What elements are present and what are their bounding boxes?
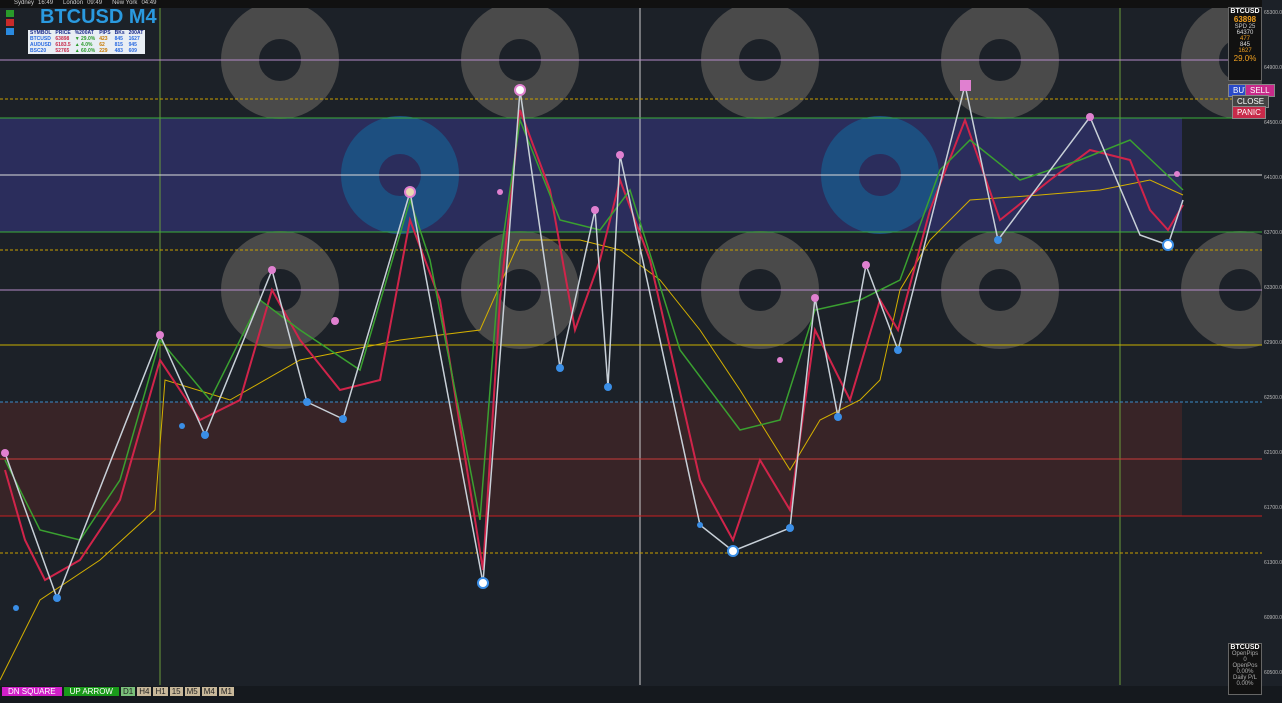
price: 63898 bbox=[1233, 15, 1257, 24]
price-axis-label: 64100.00 bbox=[1264, 175, 1282, 181]
timeframe-button[interactable]: H1 bbox=[153, 687, 168, 696]
cell: AUDUSD bbox=[30, 42, 52, 48]
icon[interactable] bbox=[6, 10, 14, 17]
cell: 229 bbox=[99, 48, 108, 54]
value: 0 bbox=[1243, 657, 1247, 663]
price-axis-label: 61300.00 bbox=[1264, 560, 1282, 566]
panel-value: 477 bbox=[1239, 36, 1250, 42]
cell: 815 bbox=[114, 42, 123, 48]
toolbar: DN SQUARE UP ARROW D1 H4 H1 15 M5 M4 M1 bbox=[2, 687, 234, 696]
column-header: %200AT bbox=[74, 30, 94, 36]
session-time: 16:49 bbox=[38, 0, 54, 6]
cell: 945 bbox=[128, 42, 137, 48]
side-panel: BTCUSD 63898 SPD 25 64370 477 845 1627 29.0… bbox=[1228, 7, 1262, 81]
timeframe-button[interactable]: D1 bbox=[120, 687, 136, 696]
session-name: London bbox=[63, 0, 84, 6]
label: OpenPips bbox=[1231, 651, 1259, 657]
header-row: SYMBOL PRICE %200AT PIPS BKs 200AT bbox=[28, 30, 145, 36]
price-axis-label: 62900.00 bbox=[1264, 340, 1282, 346]
cell: 6183.5 bbox=[55, 42, 71, 48]
label: OpenPos bbox=[1232, 663, 1258, 669]
cell: 63898 bbox=[55, 36, 70, 42]
chart-title: BTCUSD M4 bbox=[40, 6, 157, 28]
price-axis-label: 64500.00 bbox=[1264, 120, 1282, 126]
cell: BSC20 bbox=[30, 48, 47, 54]
percent: 29.0% bbox=[1233, 54, 1257, 63]
price-axis-label: 63700.00 bbox=[1264, 230, 1282, 236]
symbol-table: SYMBOL PRICE %200AT PIPS BKs 200AT BTCUSD 63898… bbox=[28, 30, 146, 54]
price-axis-label: 62100.00 bbox=[1264, 450, 1282, 456]
panel-value: 1627 bbox=[1238, 48, 1252, 54]
column-header: 200AT bbox=[128, 30, 144, 36]
cell: ▲ 4.0% bbox=[74, 42, 93, 48]
row: AUDUSD 6183.5 ▲ 4.0% 62 815 945 bbox=[28, 42, 145, 48]
column-header: SYMBOL bbox=[30, 30, 52, 36]
session-name: Sydney bbox=[14, 0, 35, 6]
price-axis-label: 60900.00 bbox=[1264, 615, 1282, 621]
value: 0.00% bbox=[1236, 669, 1254, 675]
timeframe-button[interactable]: M4 bbox=[201, 687, 217, 696]
column-header: PIPS bbox=[99, 30, 111, 36]
price-axis-label: 62500.00 bbox=[1264, 395, 1282, 401]
cell: ▼ 29.0% bbox=[74, 36, 96, 42]
panic-button[interactable]: PANIC bbox=[1232, 106, 1266, 119]
icon[interactable] bbox=[6, 19, 14, 26]
timeframe-button[interactable]: M5 bbox=[184, 687, 200, 696]
cell: 423 bbox=[99, 36, 108, 42]
price-axis-label: 61700.00 bbox=[1264, 505, 1282, 511]
session-time: 04:49 bbox=[141, 0, 157, 6]
cell: 845 bbox=[114, 36, 123, 42]
label: Daily P/L bbox=[1232, 675, 1257, 681]
value: 0.00% bbox=[1236, 681, 1254, 687]
price-axis-label: 63300.00 bbox=[1264, 285, 1282, 291]
spread: SPD 25 bbox=[1234, 24, 1256, 30]
stats-panel: BTCUSD OpenPips 0 OpenPos 0.00% Daily P/… bbox=[1228, 643, 1262, 695]
price-axis-label: 60500.00 bbox=[1264, 670, 1282, 676]
cell: 609 bbox=[128, 48, 137, 54]
icon[interactable] bbox=[6, 28, 14, 35]
session-bar: Sydney 16:49 London 09:49 New York 04:49 bbox=[4, 0, 156, 6]
column-header: PRICE bbox=[55, 30, 71, 36]
cell: 52765 bbox=[55, 48, 70, 54]
symbol: BTCUSD bbox=[1230, 8, 1260, 15]
price-axis-label: 64900.00 bbox=[1264, 65, 1282, 71]
column-header: BKs bbox=[114, 30, 125, 36]
cell: 1627 bbox=[128, 36, 140, 42]
cell: ▲ 60.0% bbox=[74, 48, 96, 54]
symbol: BTCUSD bbox=[1230, 644, 1260, 651]
session-time: 09:49 bbox=[87, 0, 103, 6]
mode-button[interactable]: UP ARROW bbox=[63, 687, 119, 696]
price-axis-label: 65300.00 bbox=[1264, 10, 1282, 16]
panel-value: 64370 bbox=[1236, 30, 1254, 36]
row: BSC20 52765 ▲ 60.0% 229 483 609 bbox=[28, 48, 145, 54]
cell: 483 bbox=[114, 48, 123, 54]
timeframe-button[interactable]: M1 bbox=[218, 687, 234, 696]
session-name: New York bbox=[112, 0, 138, 6]
panel-value: 845 bbox=[1239, 42, 1250, 48]
timeframe-button[interactable]: 15 bbox=[169, 687, 183, 696]
cell: 62 bbox=[99, 42, 105, 48]
cell: BTCUSD bbox=[30, 36, 51, 42]
timeframe-button[interactable]: H4 bbox=[137, 687, 152, 696]
row: BTCUSD 63898 ▼ 29.0% 423 845 1627 bbox=[28, 36, 145, 42]
mode-button[interactable]: DN SQUARE bbox=[2, 687, 62, 696]
